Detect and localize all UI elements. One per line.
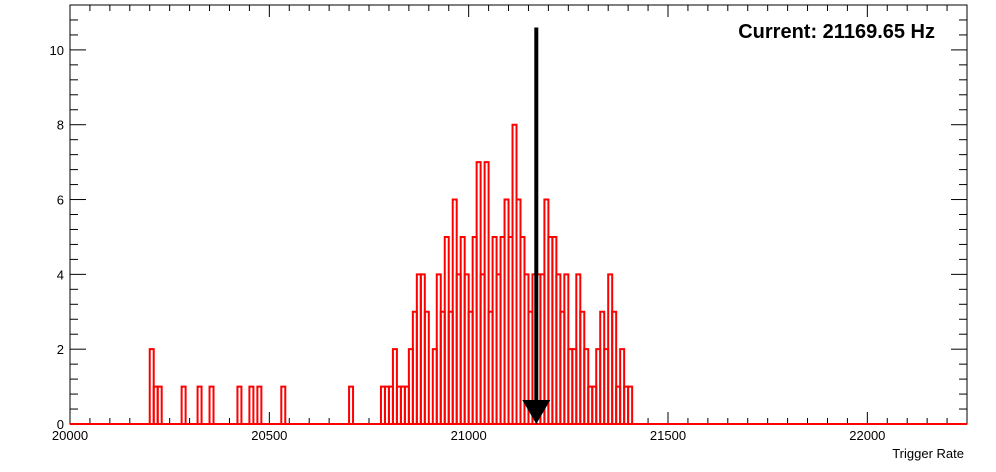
x-tick-label: 21500	[650, 428, 686, 443]
x-tick-label: 22000	[849, 428, 885, 443]
y-tick-label: 10	[50, 43, 64, 58]
histogram-bin	[156, 385, 163, 424]
axis-ticks	[69, 4, 968, 425]
histogram-bin	[180, 385, 187, 424]
x-tick-label: 20000	[52, 428, 88, 443]
histogram-bin	[611, 310, 618, 424]
current-rate-marker	[522, 27, 551, 424]
y-tick-label: 6	[57, 193, 64, 208]
axis-tick-labels: 20000 20500 21000 21500 22000 0 2 4 6 8 10	[50, 43, 886, 443]
y-tick-label: 4	[57, 267, 64, 282]
x-tick-label: 20500	[251, 428, 287, 443]
histogram-bin	[248, 385, 255, 424]
y-tick-label: 8	[57, 118, 64, 133]
x-tick-label: 21000	[451, 428, 487, 443]
histogram-bin	[208, 385, 215, 424]
histogram-bin	[348, 385, 355, 424]
y-tick-label: 0	[57, 417, 64, 432]
histogram-bin	[196, 385, 203, 424]
histogram-bin	[627, 385, 634, 424]
histogram-bin	[236, 385, 243, 424]
plot-frame	[69, 4, 968, 425]
x-axis-title: Trigger Rate	[892, 446, 964, 461]
histogram-series	[70, 123, 967, 425]
histogram-bin	[423, 310, 430, 424]
histogram-bin	[483, 161, 490, 424]
current-rate-arrow-head	[522, 400, 551, 424]
current-rate-annotation: Current: 21169.65 Hz	[738, 21, 935, 43]
histogram-bin	[280, 385, 287, 424]
histogram-bin	[256, 385, 263, 424]
y-tick-label: 2	[57, 342, 64, 357]
